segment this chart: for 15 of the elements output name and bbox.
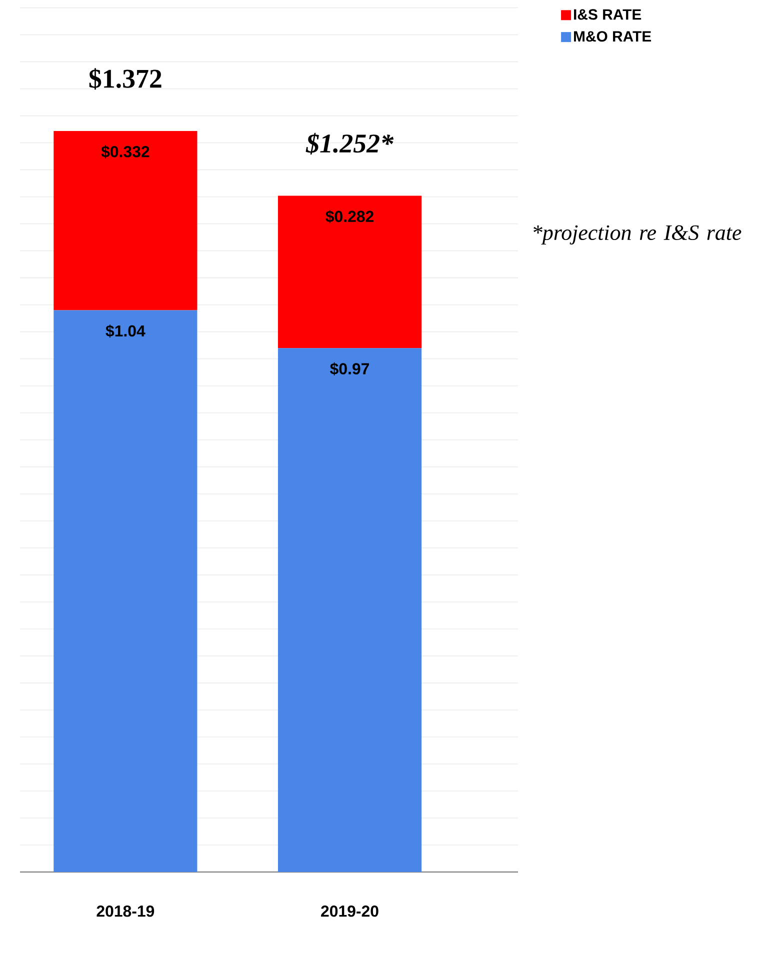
- bar: [54, 310, 198, 872]
- legend-label: M&O RATE: [574, 31, 652, 42]
- bar: [54, 130, 198, 310]
- data-label: $0.332: [101, 145, 150, 158]
- text: *projection re I&S rate: [534, 225, 742, 245]
- total-label: $1.372: [89, 68, 162, 90]
- data-label: $0.97: [330, 362, 369, 376]
- bar: [278, 196, 422, 348]
- bar: [278, 348, 422, 872]
- legend-label: I&S RATE: [574, 9, 642, 20]
- data-label: $1.04: [106, 324, 146, 338]
- x-tick-label: 2019-20: [321, 906, 378, 917]
- total-label: $1.252*: [306, 132, 394, 154]
- data-label: $0.282: [326, 210, 374, 224]
- x-tick-label: 2018-19: [96, 906, 154, 917]
